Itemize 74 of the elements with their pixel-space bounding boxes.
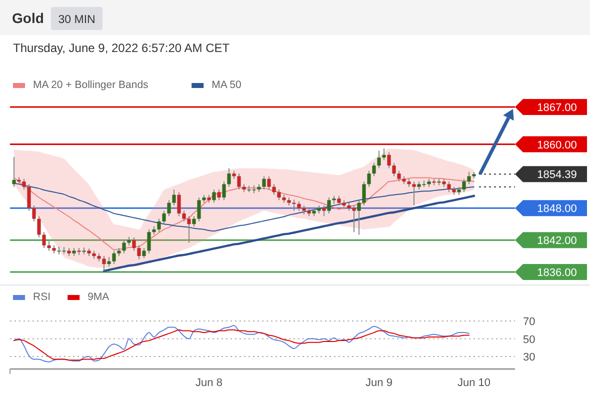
chart-subtitle: 30 MIN [58,14,96,26]
y-tick-label: 30 [523,352,536,364]
candlestick [107,256,111,268]
line-series [102,194,476,272]
candlestick [412,181,416,206]
candlestick [327,196,331,214]
candlestick [302,204,306,216]
candlestick [12,156,16,188]
y-tick-label: 1836.00 [537,267,577,279]
candlestick [267,176,271,190]
candlestick [182,210,186,222]
candlestick [447,181,451,193]
legend-label: 9MA [88,291,110,303]
candlestick [37,216,41,238]
candlestick [42,232,46,249]
candlestick [297,200,301,212]
candlestick [112,250,116,265]
candlestick [187,216,191,244]
x-tick-label: Jun 10 [457,377,491,389]
candlestick [467,171,471,185]
candlestick [192,216,196,228]
candlestick [372,162,376,177]
candlestick [362,181,366,206]
candlestick [392,162,396,177]
chart-title: Gold [12,10,44,26]
candlestick [137,244,141,260]
legend-label: RSI [33,291,51,303]
x-tick-label: Jun 9 [366,377,392,389]
candlestick [32,204,36,222]
candlestick [157,218,161,233]
y-tick-label: 1860.00 [537,139,577,152]
candlestick [162,210,166,225]
candlestick [132,236,136,252]
candlestick [237,173,241,190]
candlestick [277,189,281,201]
candlestick [212,189,216,204]
y-tick-label: 1854.39 [537,169,577,182]
y-tick-label: 50 [523,334,536,346]
candlestick [342,200,346,210]
legend-label: MA 20 + Bollinger Bands [33,79,148,91]
y-tick-label: 70 [523,316,536,328]
y-tick-label: 1842.00 [537,235,577,248]
candlestick [367,170,371,188]
candlestick [272,184,276,196]
candlestick [217,189,221,201]
text: Thursday, June 9, 2022 6:57:20 AM CET [13,41,230,55]
candlestick [227,168,231,188]
candlestick [397,170,401,182]
x-tick-label: Jun 8 [196,377,222,389]
candlestick [322,204,326,217]
candlestick [102,256,106,272]
candlestick [352,204,356,233]
y-tick-label: 1848.00 [537,203,577,216]
candlestick [462,178,466,193]
candlestick [122,240,126,254]
candlestick [222,181,226,201]
candlestick [377,150,381,169]
candlestick [147,228,151,254]
candlestick [177,192,181,217]
candlestick [167,200,171,217]
candlestick [47,240,51,252]
candlestick [22,178,26,190]
candlestick [172,189,176,206]
candlestick [382,148,386,161]
legend-label: MA 50 [212,79,242,91]
y-tick-label: 1867.00 [537,102,577,114]
candlestick [387,152,391,169]
candlestick [142,248,146,259]
candlestick [262,176,266,190]
candlestick [357,200,361,236]
candlestick [27,184,31,212]
candlestick [337,195,341,206]
candlestick [197,196,201,222]
candlestick [292,199,296,212]
